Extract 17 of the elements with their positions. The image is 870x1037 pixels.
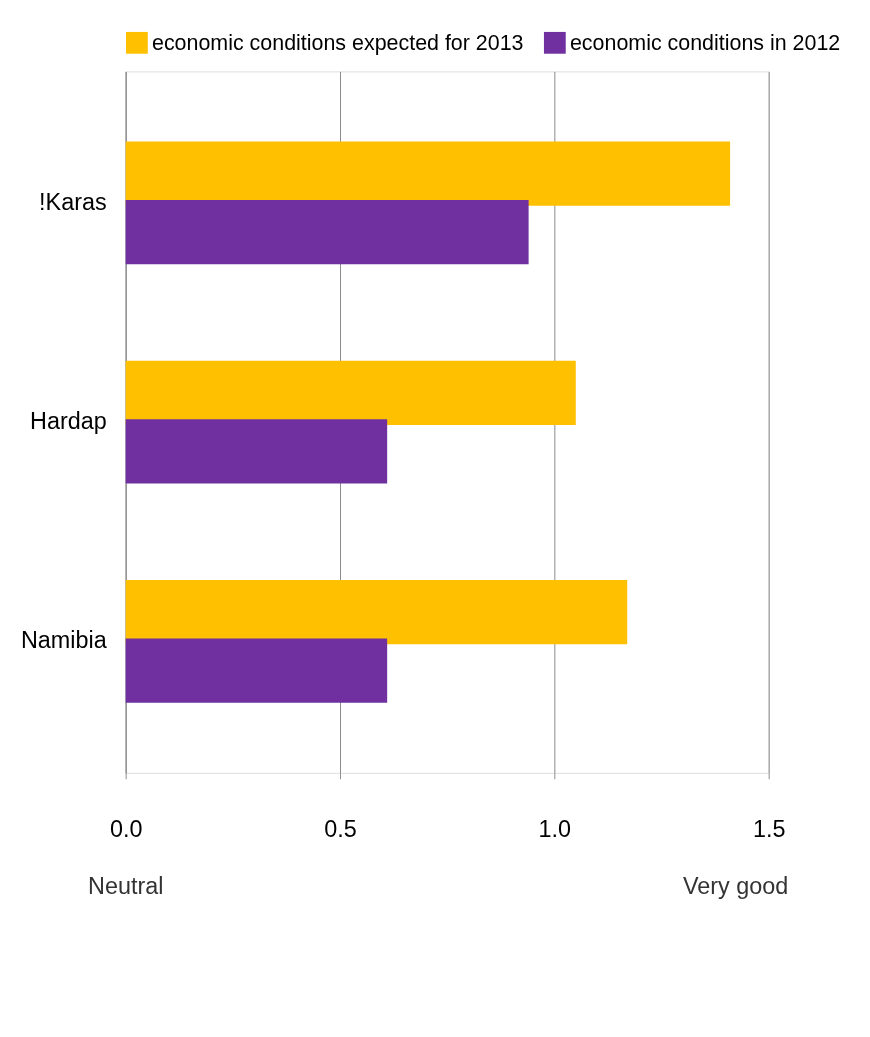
bar — [125, 141, 731, 206]
x-tick-label: 1.0 — [538, 815, 572, 842]
bar — [125, 360, 576, 426]
bar — [125, 419, 388, 484]
bar — [125, 200, 529, 265]
y-tick-label: Hardap — [30, 407, 107, 434]
text: Very good — [682, 872, 789, 899]
y-tick-label: Namibia — [20, 627, 107, 654]
x-tick-label: 1.5 — [752, 815, 786, 842]
legend-label: economic conditions expected for 2013 — [151, 30, 524, 55]
x-tick-label: 0.0 — [109, 815, 143, 842]
x-tick-label: 0.5 — [324, 815, 357, 842]
y-tick-label: !Karas — [39, 188, 107, 215]
text: Neutral — [88, 872, 164, 899]
bar — [125, 579, 628, 645]
bar — [125, 638, 388, 703]
legend-label: economic conditions in 2012 — [569, 30, 841, 55]
